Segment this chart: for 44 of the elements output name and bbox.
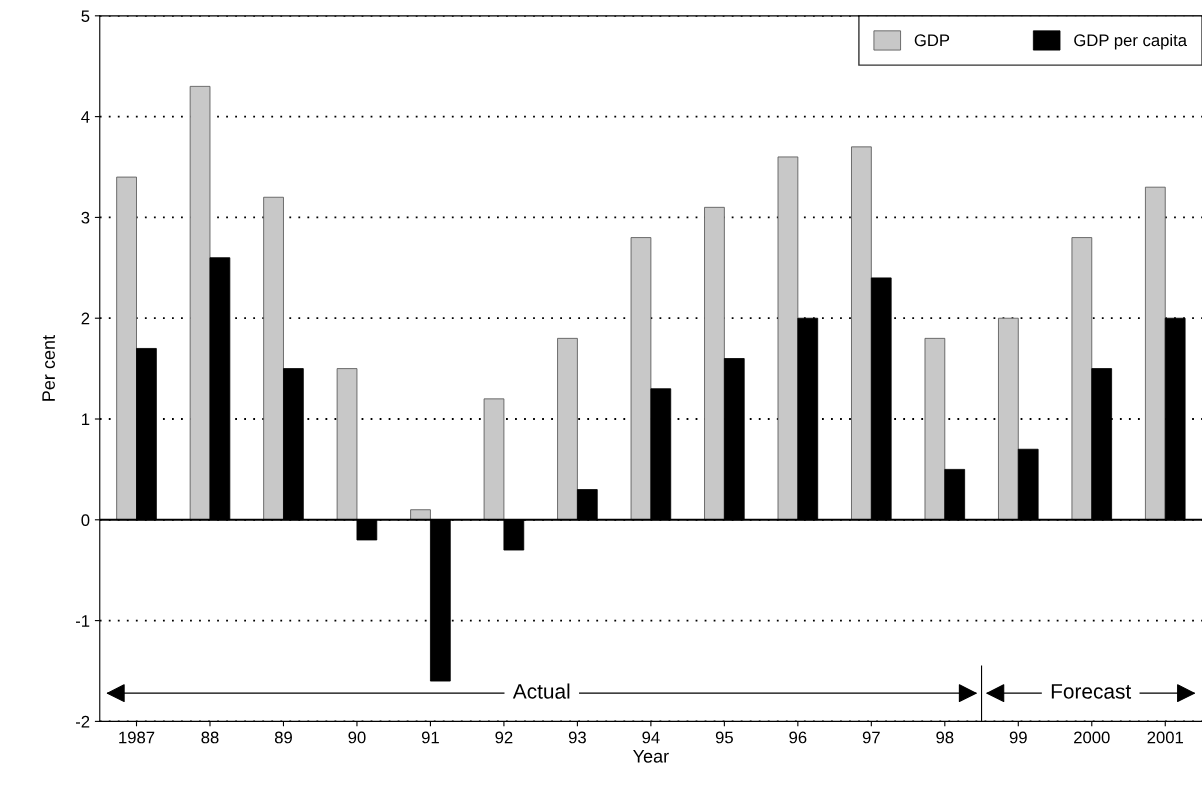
y-tick-label: 3: [81, 211, 90, 224]
bar: [336, 368, 358, 521]
x-tick-label: 97: [862, 731, 880, 744]
bar: [263, 196, 284, 521]
x-tick-label: 1987: [119, 731, 155, 744]
bar: [116, 176, 137, 521]
bar: [924, 337, 946, 521]
x-tick-label: 89: [274, 731, 292, 744]
x-axis-title: Year: [633, 750, 669, 763]
y-tick-label: 4: [81, 111, 90, 123]
x-tick-label: 96: [789, 731, 807, 744]
x-tick-label: 2000: [1074, 731, 1110, 744]
bar: [410, 509, 431, 521]
y-tick-label: 5: [81, 10, 90, 23]
bar: [998, 317, 1019, 521]
x-tick-label: 92: [495, 731, 513, 744]
y-axis-title: Per cent: [42, 335, 55, 401]
bar: [851, 146, 872, 521]
bar: [1071, 237, 1093, 521]
bar: [1145, 186, 1166, 521]
legend-label: GDP: [914, 34, 950, 47]
legend-label: GDP per capita: [1074, 33, 1187, 50]
x-tick-label: 99: [1009, 731, 1027, 744]
x-tick-label: 88: [201, 731, 219, 744]
bar: [189, 85, 211, 521]
bar: [777, 156, 799, 521]
x-tick-label: 91: [421, 731, 439, 744]
bar: [704, 206, 725, 521]
y-tick-label: 2: [81, 312, 90, 325]
x-tick-label: 95: [715, 731, 733, 744]
x-tick-label: 94: [642, 731, 660, 744]
bar: [557, 337, 578, 521]
bar: [630, 237, 652, 521]
annotation: Actual: [512, 683, 570, 699]
x-tick-label: 98: [936, 731, 954, 744]
bar: [483, 398, 505, 521]
x-tick-label: 93: [568, 731, 586, 744]
y-tick-label: 1: [82, 413, 90, 426]
x-tick-label: 2001: [1147, 731, 1183, 744]
y-tick-label: -1: [75, 615, 90, 627]
annotation: Forecast: [1051, 684, 1132, 699]
x-tick-label: 90: [348, 731, 366, 744]
y-tick-label: -2: [75, 715, 90, 728]
y-tick-label: 0: [81, 514, 90, 526]
